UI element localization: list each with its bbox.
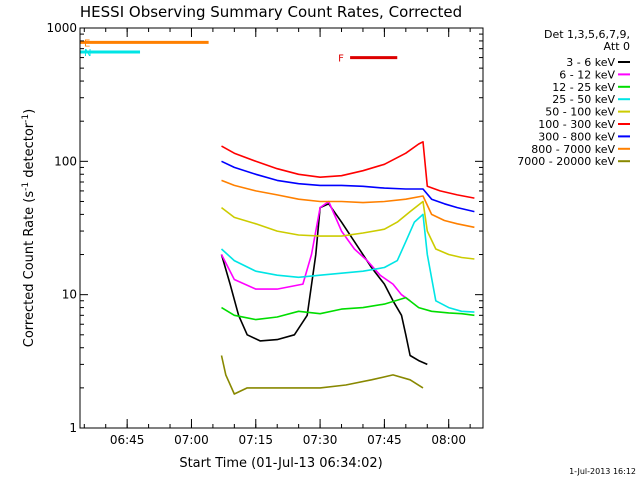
series-12-25-kev xyxy=(221,296,475,321)
series-300-800-kev xyxy=(221,160,475,213)
y-tick-label: 1000 xyxy=(46,21,77,35)
x-tick-label: 07:30 xyxy=(303,433,338,447)
plot-area: F NE xyxy=(80,38,475,395)
legend-label-6-12-kev: 6 - 12 keV xyxy=(559,68,615,81)
series-100-300-kev xyxy=(221,141,475,199)
legend-header-2: Att 0 xyxy=(604,40,630,53)
series-800-7000-kev xyxy=(221,179,475,229)
plot-frame xyxy=(79,27,484,429)
y-tick-label: 1 xyxy=(69,421,77,435)
legend-label-800-7000-kev: 800 - 7000 keV xyxy=(531,143,615,156)
x-axis-label: Start Time (01-Jul-13 06:34:02) xyxy=(179,456,382,471)
series-50-100-kev xyxy=(221,200,475,260)
y-axis-label: Corrected Count Rate (s-1 detector-1) xyxy=(21,109,37,347)
legend-label-300-800-kev: 300 - 800 keV xyxy=(538,130,615,143)
legend-label-7000-20000-kev: 7000 - 20000 keV xyxy=(517,155,615,168)
legend-header-1: Det 1,3,5,6,7,9, xyxy=(544,28,630,41)
x-tick-label: 06:45 xyxy=(110,433,145,447)
x-axis: 06:45 07:00 07:15 07:30 07:45 08:00 xyxy=(83,28,471,447)
series-25-50-kev xyxy=(220,213,475,313)
x-tick-label: 07:15 xyxy=(238,433,273,447)
legend-label-3-6-kev: 3 - 6 keV xyxy=(566,56,615,69)
flag-label-f: F xyxy=(338,54,344,65)
flag-label-e: E xyxy=(84,38,90,49)
y-tick-label: 100 xyxy=(54,154,77,168)
legend-label-12-25-kev: 12 - 25 keV xyxy=(552,81,615,94)
legend-label-100-300-kev: 100 - 300 keV xyxy=(538,118,615,131)
legend-label-25-50-kev: 25 - 50 keV xyxy=(552,93,615,106)
y-tick-label: 10 xyxy=(62,288,77,302)
x-tick-label: 07:00 xyxy=(174,433,209,447)
y-axis: 1 10 100 1000 xyxy=(46,21,483,435)
series-3-6-kev xyxy=(220,203,428,366)
flag-label-n: N xyxy=(84,48,91,59)
series-7000-20000-kev xyxy=(220,355,424,395)
chart-title: HESSI Observing Summary Count Rates, Cor… xyxy=(80,3,462,21)
legend-label-50-100-kev: 50 - 100 keV xyxy=(545,106,615,119)
x-tick-label: 07:45 xyxy=(367,433,402,447)
footer-date: 1-Jul-2013 16:12 xyxy=(569,467,636,476)
x-tick-label: 08:00 xyxy=(431,433,466,447)
